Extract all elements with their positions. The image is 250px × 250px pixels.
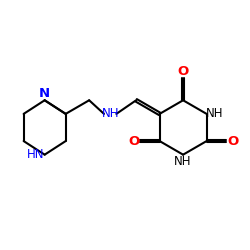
Text: O: O [128,134,139,147]
Text: NH: NH [206,108,223,120]
Text: N: N [39,87,50,100]
Text: NH: NH [174,155,192,168]
Text: O: O [227,134,238,147]
Text: HN: HN [27,148,45,161]
Text: O: O [178,65,189,78]
Text: NH: NH [102,108,119,120]
